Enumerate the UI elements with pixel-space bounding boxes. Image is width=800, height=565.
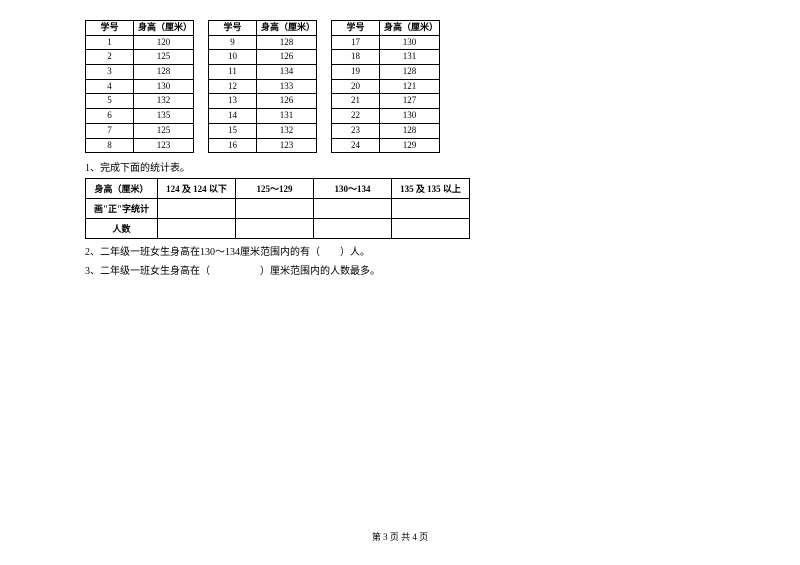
table-row: 19128 bbox=[332, 65, 440, 80]
page-footer: 第 3 页 共 4 页 bbox=[0, 530, 800, 543]
table-row: 15132 bbox=[209, 123, 317, 138]
table-row: 21127 bbox=[332, 94, 440, 109]
question-2: 2、二年级一班女生身高在130～134厘米范围内的有（ ）人。 bbox=[85, 243, 800, 258]
header-id: 学号 bbox=[209, 21, 257, 36]
data-table-1: 学号 身高（厘米） 1120 2125 3128 4130 5132 6135 … bbox=[85, 20, 194, 153]
table-row: 10126 bbox=[209, 50, 317, 65]
table-row: 8123 bbox=[86, 138, 194, 153]
table-row: 12133 bbox=[209, 79, 317, 94]
table-row: 5132 bbox=[86, 94, 194, 109]
range-1: 124 及 124 以下 bbox=[158, 179, 236, 199]
table-row: 23128 bbox=[332, 123, 440, 138]
table-row: 4130 bbox=[86, 79, 194, 94]
header-id: 学号 bbox=[86, 21, 134, 36]
table-row: 16123 bbox=[209, 138, 317, 153]
count-cell bbox=[158, 219, 236, 239]
summary-height-label: 身高（厘米） bbox=[86, 179, 158, 199]
header-id: 学号 bbox=[332, 21, 380, 36]
count-cell bbox=[314, 219, 392, 239]
summary-tally-label: 画"正"字统计 bbox=[86, 199, 158, 219]
table-row: 6135 bbox=[86, 109, 194, 124]
range-4: 135 及 135 以上 bbox=[392, 179, 470, 199]
tally-cell bbox=[158, 199, 236, 219]
table-row: 22130 bbox=[332, 109, 440, 124]
summary-count-label: 人数 bbox=[86, 219, 158, 239]
table-row: 20121 bbox=[332, 79, 440, 94]
question-3: 3、二年级一班女生身高在（ ）厘米范围内的人数最多。 bbox=[85, 262, 800, 277]
data-table-3: 学号 身高（厘米） 17130 18131 19128 20121 21127 … bbox=[331, 20, 440, 153]
count-cell bbox=[392, 219, 470, 239]
table-row: 24129 bbox=[332, 138, 440, 153]
table-row: 2125 bbox=[86, 50, 194, 65]
table-row: 11134 bbox=[209, 65, 317, 80]
count-cell bbox=[236, 219, 314, 239]
table-row: 1120 bbox=[86, 35, 194, 50]
height-data-tables: 学号 身高（厘米） 1120 2125 3128 4130 5132 6135 … bbox=[85, 20, 800, 153]
table-row: 7125 bbox=[86, 123, 194, 138]
table-row: 14131 bbox=[209, 109, 317, 124]
table-row: 3128 bbox=[86, 65, 194, 80]
table-row: 9128 bbox=[209, 35, 317, 50]
header-height: 身高（厘米） bbox=[380, 21, 440, 36]
header-height: 身高（厘米） bbox=[257, 21, 317, 36]
table-row: 17130 bbox=[332, 35, 440, 50]
tally-cell bbox=[392, 199, 470, 219]
question-1: 1、完成下面的统计表。 bbox=[85, 159, 800, 174]
range-3: 130～134 bbox=[314, 179, 392, 199]
summary-table: 身高（厘米） 124 及 124 以下 125～129 130～134 135 … bbox=[85, 178, 470, 239]
header-height: 身高（厘米） bbox=[134, 21, 194, 36]
range-2: 125～129 bbox=[236, 179, 314, 199]
tally-cell bbox=[314, 199, 392, 219]
table-row: 13126 bbox=[209, 94, 317, 109]
data-table-2: 学号 身高（厘米） 9128 10126 11134 12133 13126 1… bbox=[208, 20, 317, 153]
table-row: 18131 bbox=[332, 50, 440, 65]
tally-cell bbox=[236, 199, 314, 219]
